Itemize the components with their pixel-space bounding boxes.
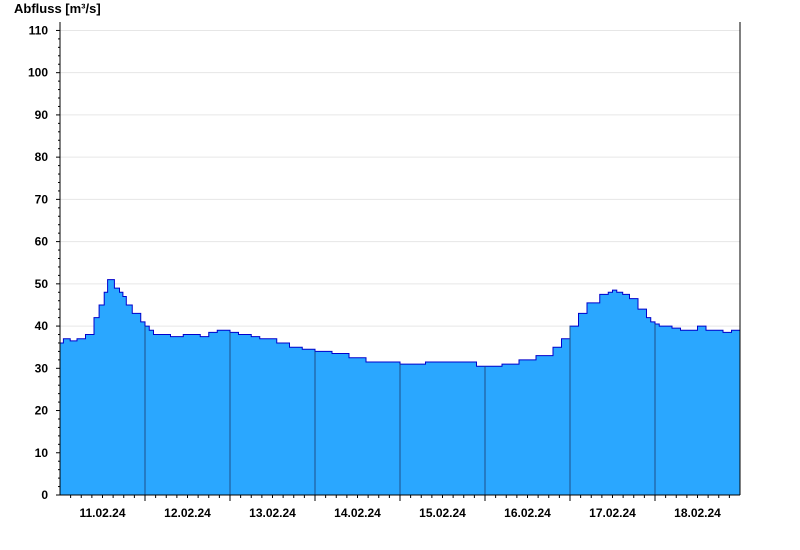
y-tick-label: 90 [35, 108, 49, 122]
y-tick-label: 50 [35, 277, 49, 291]
y-tick-label: 10 [35, 446, 49, 460]
x-tick-label: 13.02.24 [249, 506, 296, 520]
x-tick-label: 16.02.24 [504, 506, 551, 520]
y-tick-label: 100 [28, 66, 48, 80]
discharge-line [60, 279, 741, 367]
x-tick-label: 12.02.24 [164, 506, 211, 520]
day-boundary-lines [144, 323, 656, 495]
y-tick-label: 30 [35, 361, 49, 375]
y-tick-label: 20 [35, 404, 49, 418]
y-tick-label: 110 [29, 23, 49, 37]
x-tick-label: 18.02.24 [674, 506, 721, 520]
y-axis-title: Abfluss [m³/s] [14, 1, 101, 16]
x-tick-label: 14.02.24 [334, 506, 381, 520]
x-axis-ticks: 11.02.24 12.02.24 13.02.24 14.02.24 15.02.24… [70, 495, 730, 520]
y-tick-label: 0 [41, 488, 48, 502]
x-tick-label: 11.02.24 [79, 506, 125, 520]
y-axis-ticks: 0 10 20 30 40 50 60 70 80 90 100 110 [28, 23, 60, 502]
y-tick-label: 60 [35, 235, 49, 249]
y-tick-label: 80 [35, 150, 49, 164]
y-tick-label: 40 [35, 319, 49, 333]
x-tick-label: 15.02.24 [419, 506, 466, 520]
x-tick-label: 17.02.24 [589, 506, 636, 520]
y-tick-label: 70 [35, 192, 49, 206]
